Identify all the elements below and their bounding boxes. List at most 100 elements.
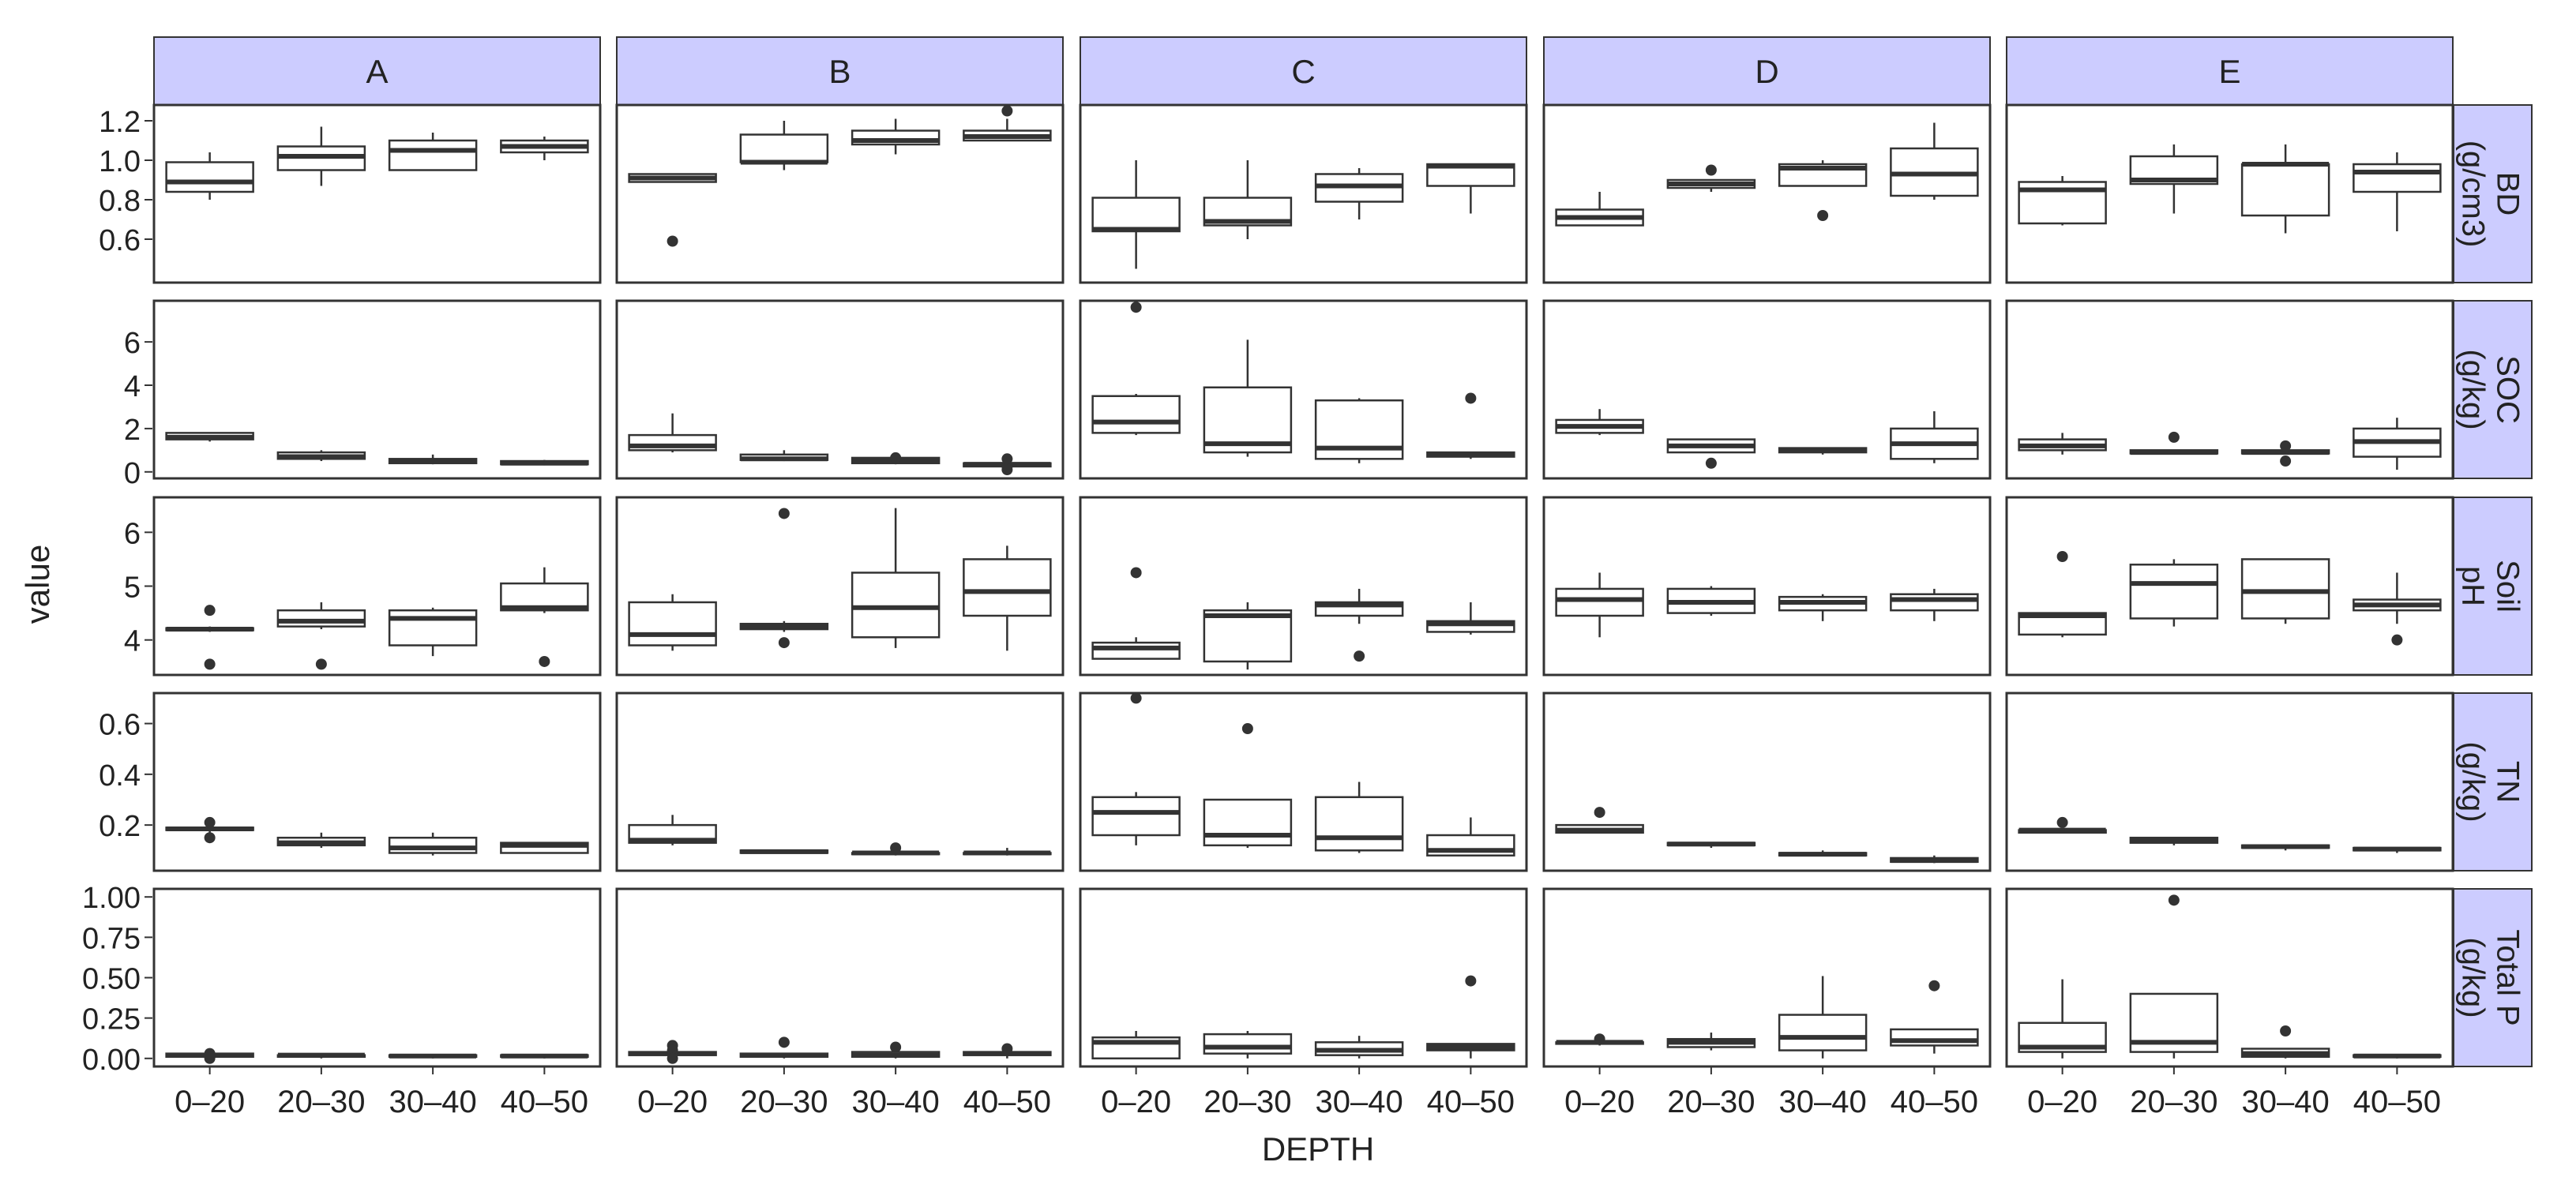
box-iqr-30–40 — [1778, 1014, 1868, 1051]
outlier-point — [890, 452, 902, 463]
panel-A-TP — [152, 887, 602, 1068]
x-tick-label-C: 20–30 — [1204, 1085, 1291, 1119]
row-label-line: TN — [2491, 761, 2525, 803]
y-tick-label-SOC: 6 — [124, 327, 141, 360]
panel-frame — [1079, 299, 1528, 480]
row-label-SOC: SOC(g/kg) — [2456, 349, 2525, 429]
panel-B-TN — [615, 692, 1065, 872]
row-label-line: SOC — [2491, 355, 2525, 424]
panel-frame — [615, 887, 1065, 1068]
outlier-point — [890, 842, 902, 854]
panel-D-SOC — [1542, 299, 1992, 480]
outlier-point — [1354, 650, 1365, 662]
x-tick-label-A: 20–30 — [277, 1085, 365, 1119]
row-label-line: (g/kg) — [2456, 741, 2491, 822]
outlier-point — [778, 637, 790, 649]
row-strip-BD — [2453, 104, 2533, 283]
outlier-point — [204, 816, 216, 828]
outlier-point — [1928, 980, 1940, 991]
panel-C-pH — [1079, 496, 1528, 677]
panel-C-TN — [1079, 692, 1528, 872]
box-iqr-20–30 — [1203, 609, 1293, 663]
outlier-point — [1817, 210, 1829, 221]
panel-B-TP — [615, 887, 1065, 1068]
panel-frame — [152, 692, 602, 872]
box-iqr-30–40 — [388, 836, 478, 854]
panel-frame — [152, 299, 602, 480]
y-tick-label-TP: 0.25 — [82, 1003, 141, 1036]
outlier-point — [2280, 455, 2292, 467]
outlier-point — [2280, 1025, 2292, 1036]
x-tick-label-E: 0–20 — [2027, 1085, 2097, 1119]
x-tick-label-D: 0–20 — [1564, 1085, 1635, 1119]
panel-D-BD — [1542, 103, 1992, 284]
outlier-point — [1705, 164, 1717, 176]
outlier-point — [1705, 457, 1717, 469]
outlier-point — [778, 1036, 790, 1048]
box-iqr-40–50 — [1890, 593, 1979, 612]
box-iqr-0–20 — [1555, 587, 1644, 617]
panel-A-TN — [152, 692, 602, 872]
panel-frame — [615, 692, 1065, 872]
outlier-point — [1594, 1033, 1605, 1045]
panel-frame — [1542, 496, 1992, 677]
panel-B-pH — [615, 496, 1065, 677]
panel-frame — [1542, 692, 1992, 872]
panel-D-pH — [1542, 496, 1992, 677]
outlier-point — [1001, 105, 1013, 117]
panel-frame — [152, 103, 602, 284]
y-tick-label-TP: 0.00 — [82, 1044, 141, 1077]
panel-E-pH — [2005, 496, 2454, 677]
x-axis-title: DEPTH — [1262, 1130, 1374, 1168]
outlier-point — [204, 1048, 216, 1059]
panel-C-SOC — [1079, 299, 1528, 480]
box-iqr-40–50 — [963, 558, 1052, 617]
panel-E-TN — [2005, 692, 2454, 872]
x-tick-label-D: 30–40 — [1779, 1085, 1867, 1119]
x-tick-label-B: 20–30 — [740, 1085, 828, 1119]
panel-D-TP — [1542, 887, 1992, 1068]
row-label-line: Soil — [2491, 560, 2525, 613]
y-axis-title: value — [19, 545, 56, 624]
outlier-point — [1130, 692, 1142, 704]
outlier-point — [1001, 1043, 1013, 1055]
y-tick-label-BD: 1.0 — [99, 145, 141, 178]
row-label-line: pH — [2456, 566, 2491, 606]
box-iqr-30–40 — [388, 139, 478, 171]
panel-E-TP — [2005, 887, 2454, 1068]
x-tick-label-B: 30–40 — [852, 1085, 940, 1119]
box-iqr-0–20 — [1091, 197, 1181, 233]
box-iqr-30–40 — [388, 609, 478, 647]
y-tick-label-TP: 0.50 — [82, 963, 141, 996]
facet-strip-B — [616, 36, 1064, 106]
box-iqr-30–40 — [1314, 796, 1404, 852]
facet-label-A: A — [366, 53, 388, 90]
row-label-TP: Total P(g/kg) — [2456, 929, 2525, 1025]
row-label-line: BD — [2491, 172, 2525, 216]
box-iqr-20–30 — [2129, 563, 2219, 620]
outlier-point — [1001, 460, 1013, 472]
y-tick-label-pH: 4 — [124, 625, 141, 658]
x-tick-label-E: 20–30 — [2130, 1085, 2217, 1119]
y-tick-label-TN: 0.2 — [99, 810, 141, 843]
panel-A-BD — [152, 103, 602, 284]
panel-E-BD — [2005, 103, 2454, 284]
x-tick-label-C: 30–40 — [1316, 1085, 1403, 1119]
outlier-point — [1594, 807, 1605, 819]
panel-D-TN — [1542, 692, 1992, 872]
outlier-point — [778, 508, 790, 519]
outlier-point — [1465, 392, 1477, 404]
y-tick-label-SOC: 4 — [124, 370, 141, 403]
box-iqr-0–20 — [628, 601, 717, 647]
x-tick-label-D: 20–30 — [1667, 1085, 1755, 1119]
outlier-point — [667, 1052, 678, 1064]
box-iqr-20–30 — [1203, 1033, 1293, 1055]
panel-C-TP — [1079, 887, 1528, 1068]
row-label-line: (g/cm3) — [2456, 141, 2491, 248]
y-tick-label-TN: 0.4 — [99, 759, 141, 793]
facet-strip-C — [1080, 36, 1527, 106]
x-tick-label-A: 30–40 — [389, 1085, 477, 1119]
box-iqr-20–30 — [739, 133, 829, 163]
box-iqr-40–50 — [1890, 1028, 1979, 1047]
